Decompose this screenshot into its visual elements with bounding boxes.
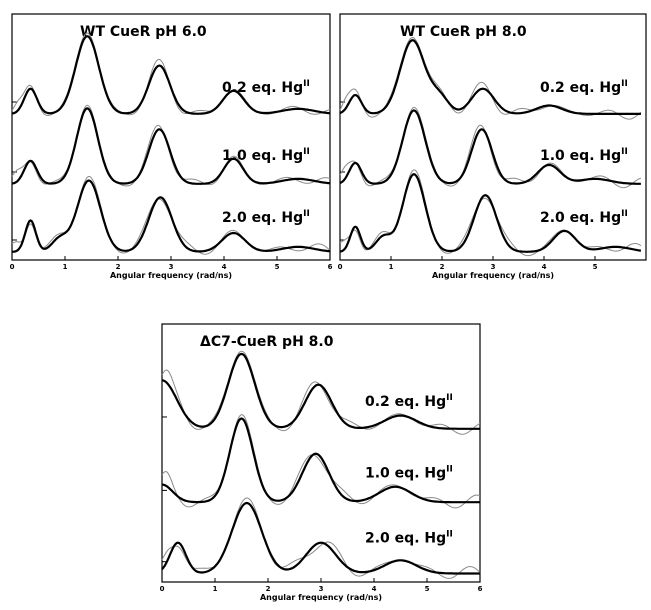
panel-wt-ph8: WT CueR pH 8.0 0 1 2 3 4 5 Angular frequency (r… — [338, 13, 647, 280]
fit-trace — [339, 109, 641, 185]
x-axis-label: Angular frequency (rad/ns) — [110, 271, 232, 280]
panel-wt-ph6: WT CueR pH 6.0 0 1 2 3 4 5 6 Angular frequency (… — [10, 13, 333, 280]
trace-label: 1.0 eq. HgII — [222, 147, 310, 164]
x-tick-label: 4 — [222, 263, 227, 271]
panel-title: WT CueR pH 6.0 — [80, 24, 207, 40]
x-tick-label: 0 — [338, 263, 343, 271]
x-tick-label: 5 — [593, 263, 598, 271]
x-tick-label: 6 — [328, 263, 333, 271]
x-tick-label: 4 — [542, 263, 547, 271]
fit-trace — [339, 39, 641, 115]
fit-trace — [161, 417, 480, 504]
x-tick-label: 3 — [319, 585, 324, 593]
fit-trace — [11, 107, 331, 185]
x-tick-label: 2 — [116, 263, 121, 271]
x-tick-label: 2 — [440, 263, 445, 271]
x-tick-label: 1 — [213, 585, 218, 593]
x-tick-label: 3 — [169, 263, 174, 271]
x-tick-label: 4 — [372, 585, 377, 593]
panel-title: WT CueR pH 8.0 — [400, 24, 527, 40]
x-tick-label: 1 — [389, 263, 394, 271]
experimental-trace — [11, 32, 331, 116]
experimental-trace — [161, 350, 481, 435]
fit-trace — [161, 352, 480, 430]
x-tick-label: 5 — [425, 585, 430, 593]
x-tick-label: 2 — [266, 585, 271, 593]
x-tick-label: 1 — [63, 263, 68, 271]
x-tick-label: 3 — [491, 263, 496, 271]
fit-trace — [11, 35, 331, 115]
x-axis-label: Angular frequency (rad/ns) — [260, 593, 382, 602]
x-tick-label: 6 — [478, 585, 483, 593]
x-axis-label: Angular frequency (rad/ns) — [432, 271, 554, 280]
trace-label: 0.2 eq. HgII — [540, 79, 628, 96]
trace-label: 2.0 eq. HgII — [222, 209, 310, 226]
experimental-trace — [11, 104, 331, 187]
trace-label: 0.2 eq. HgII — [365, 393, 453, 410]
fit-trace — [11, 179, 331, 253]
trace-label: 2.0 eq. HgII — [540, 209, 628, 226]
x-tick-label: 0 — [10, 263, 15, 271]
trace-label: 1.0 eq. HgII — [365, 465, 453, 482]
fit-trace — [339, 173, 641, 253]
experimental-trace — [161, 414, 481, 509]
trace-label: 0.2 eq. HgII — [222, 79, 310, 96]
x-tick-label: 0 — [160, 585, 165, 593]
trace-label: 2.0 eq. HgII — [365, 530, 453, 547]
x-tick-label: 5 — [275, 263, 280, 271]
panel-dc7-ph8: ΔC7-CueR pH 8.0 0 1 2 3 4 5 6 Angular frequency … — [160, 323, 483, 602]
fit-trace — [161, 501, 480, 575]
trace-label: 1.0 eq. HgII — [540, 147, 628, 164]
panel-title: ΔC7-CueR pH 8.0 — [200, 334, 334, 350]
